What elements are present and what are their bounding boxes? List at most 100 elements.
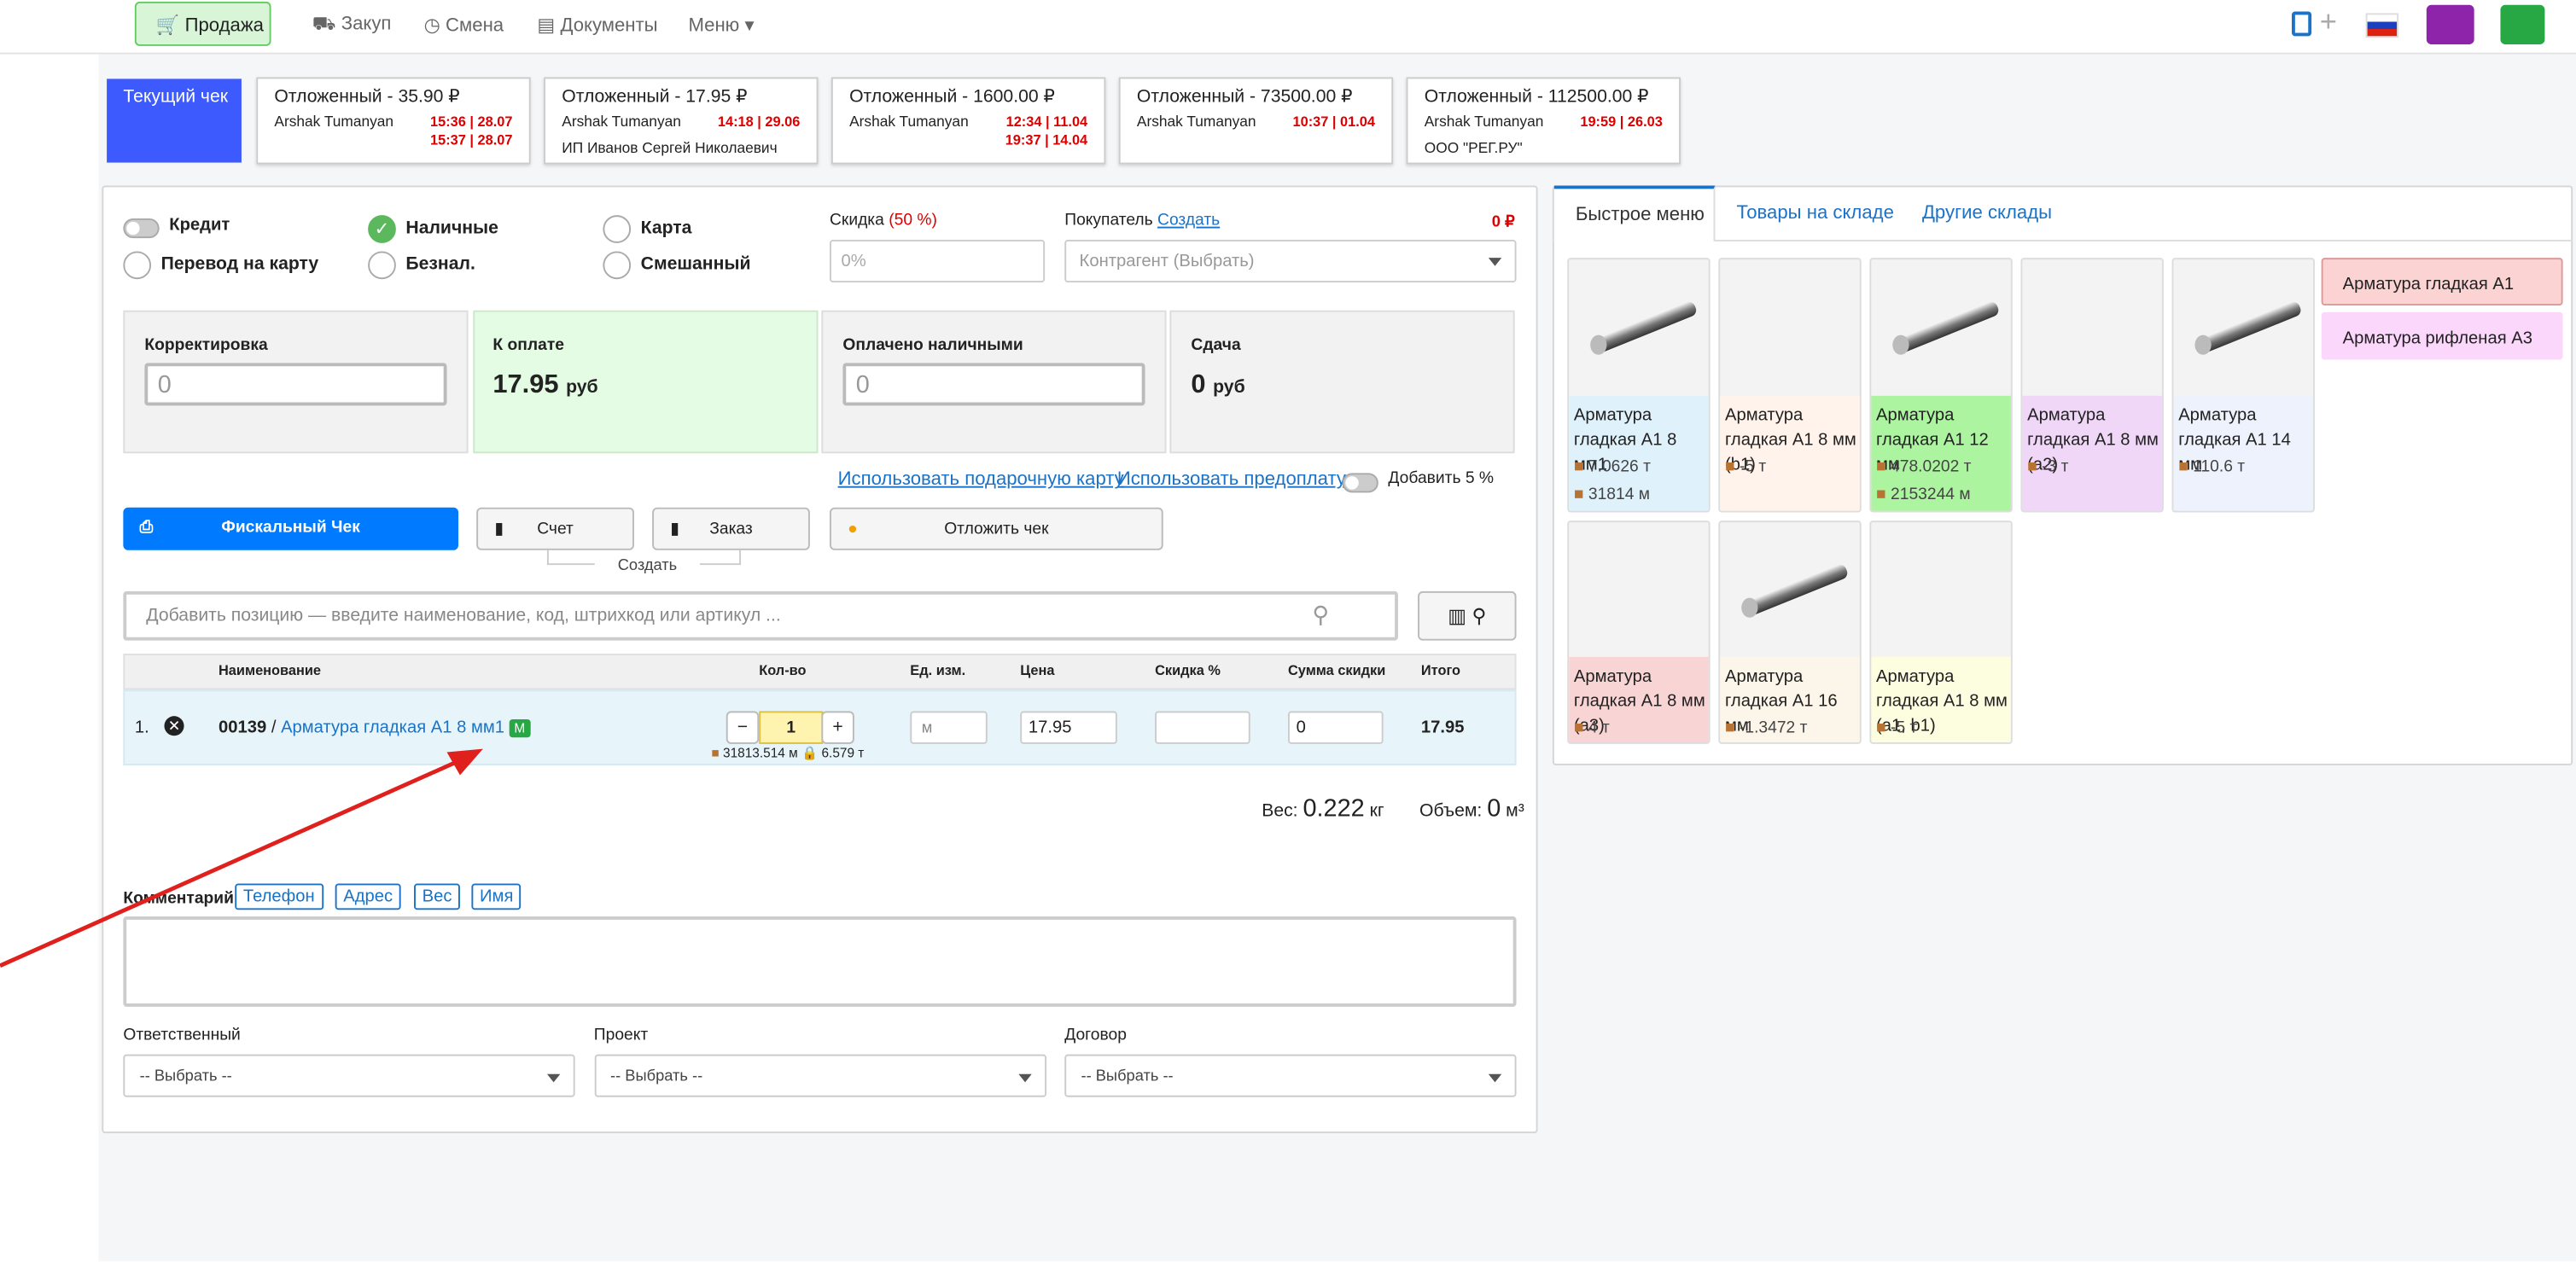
user-btn[interactable]	[2500, 4, 2545, 44]
check-user: Arshak Tumanyan	[274, 113, 394, 131]
check-time: 15:36 | 28.07	[430, 113, 513, 131]
nav-label: Смена	[446, 16, 504, 37]
gift-link[interactable]: Использовать подарочную карту	[837, 469, 1124, 490]
nav-purchase[interactable]: ⛟ Закуп	[312, 15, 392, 35]
credit-toggle[interactable]	[123, 218, 160, 239]
discount-sum-input[interactable]: 0	[1287, 711, 1384, 744]
category[interactable]: Арматура рифленая А3	[2321, 311, 2563, 360]
radio[interactable]	[123, 251, 152, 280]
volume: Объем: 0 м³	[1419, 795, 1524, 823]
comment-tag[interactable]: Адрес	[335, 883, 401, 910]
product-link[interactable]: Арматура гладкая А1 8 мм1	[281, 718, 505, 738]
buyer-create[interactable]: Создать	[1157, 212, 1221, 230]
pay-option: Смешанный	[640, 254, 751, 275]
row-total: 17.95	[1420, 718, 1465, 738]
calc-icon[interactable]	[2292, 11, 2312, 37]
product-stock: ■ 4 т	[1574, 719, 1610, 737]
stock-value: -5 т	[1891, 719, 1918, 738]
table-header	[123, 654, 1517, 690]
table-header-cell: Скидка %	[1155, 661, 1221, 678]
order-btn[interactable]: ▮ Заказ	[652, 507, 810, 550]
comment-tag[interactable]: Телефон	[235, 883, 323, 910]
current-check[interactable]: Текущий чек	[107, 79, 242, 163]
qty-minus[interactable]: −	[726, 711, 760, 744]
product-info: Арматура гладкая А1 14 мм ■ 110.6 т	[2173, 395, 2314, 511]
remove-btn[interactable]: ✕	[164, 716, 184, 736]
stock-value: 110.6 т	[2193, 458, 2246, 477]
label: Оплачено наличными	[842, 336, 1023, 355]
price-input[interactable]: 17.95	[1020, 711, 1117, 744]
category[interactable]: Арматура гладкая А1	[2321, 258, 2563, 306]
nav-label: Продажа	[184, 16, 264, 37]
row-name: 00139 / Арматура гладкая А1 8 мм1 М	[219, 718, 531, 738]
nav-sale[interactable]: 🛒 Продажа	[134, 1, 271, 46]
correction-input[interactable]: 0	[144, 363, 447, 406]
add5-toggle[interactable]	[1342, 473, 1378, 493]
product-name: Арматура гладкая А1 8 мм (а3)	[1573, 666, 1705, 736]
select-label: Договор	[1064, 1026, 1127, 1045]
product-stock: ■ 2153244 м	[1876, 486, 1971, 504]
qty-plus[interactable]: +	[821, 711, 854, 744]
product-name: Арматура гладкая А1 14 мм	[2178, 405, 2291, 475]
product-card[interactable]: Арматура гладкая А1 8 мм1 ■ 7.0626 т ■ 318…	[1567, 258, 1711, 513]
radio[interactable]	[368, 251, 396, 280]
search-input[interactable]: Добавить позицию — введите наименование,…	[123, 590, 1398, 641]
stock-icon: ■	[1876, 719, 1886, 738]
label: Сдача	[1191, 336, 1241, 355]
nav-shift[interactable]: ◷ Смена	[423, 16, 504, 37]
stock-value: 2153244 м	[1891, 486, 1971, 504]
comment-tag[interactable]: Имя	[471, 883, 522, 910]
defer-btn[interactable]: ● Отложить чек	[829, 507, 1163, 550]
deferred-check[interactable]	[1118, 77, 1394, 165]
check-title: Отложенный - 17.95 ₽	[562, 87, 748, 108]
deferred-check[interactable]	[544, 77, 819, 165]
deferred-check[interactable]	[1406, 77, 1681, 165]
plus-icon[interactable]: +	[2319, 4, 2337, 38]
product-card[interactable]: Арматура гладкая А1 14 мм ■ 110.6 т	[2171, 258, 2315, 513]
tab-active[interactable]: Быстрое меню	[1553, 185, 1716, 241]
table-header-cell: Наименование	[218, 661, 322, 678]
paid-input[interactable]: 0	[842, 363, 1145, 406]
nav-menu[interactable]: Меню ▾	[688, 16, 755, 37]
fiscal-btn[interactable]: ⎙ Фискальный Чек	[123, 507, 459, 550]
product-card[interactable]: Арматура гладкая А1 12 мм ■ 478.0202 т ■ 2…	[1869, 258, 2013, 513]
flag-ru[interactable]	[2365, 13, 2399, 38]
store-btn[interactable]	[2426, 4, 2474, 44]
product-image	[2175, 259, 2313, 394]
radio[interactable]	[603, 215, 632, 243]
discount-input[interactable]: 0%	[829, 240, 1046, 283]
product-stock: ■ -3 т	[2027, 458, 2068, 476]
buyer-label: Покупатель Создать	[1064, 212, 1220, 230]
caret	[1017, 1073, 1031, 1083]
check-title: Отложенный - 1600.00 ₽	[849, 87, 1056, 108]
qty-input[interactable]: 1	[759, 711, 824, 744]
unit: руб	[566, 377, 598, 398]
tab[interactable]: Другие склады	[1921, 203, 2053, 224]
comment-textarea[interactable]	[123, 916, 1517, 1007]
deferred-check[interactable]	[256, 77, 531, 165]
product-name: Арматура гладкая А1 12 мм	[1876, 405, 1989, 475]
radio[interactable]	[603, 251, 632, 280]
select[interactable]: -- Выбрать --	[1064, 1054, 1517, 1097]
invoice-btn[interactable]: ▮ Счет	[476, 507, 634, 550]
deferred-check[interactable]	[830, 77, 1106, 165]
prepay-link[interactable]: Использовать предоплату	[1116, 469, 1346, 490]
buyer-select[interactable]: Контрагент (Выбрать)	[1064, 240, 1517, 283]
select[interactable]: -- Выбрать --	[593, 1054, 1046, 1097]
tab[interactable]: Товары на складе	[1736, 203, 1894, 224]
product-card[interactable]: Арматура гладкая А1 8 мм (b1) ■ -5 т	[1718, 258, 1862, 513]
product-card[interactable]: Арматура гладкая А1 8 мм (a1, b1) ■ -5 т	[1869, 521, 2013, 744]
barcode-btn[interactable]: ▥ ⚲	[1418, 590, 1517, 641]
nav-docs[interactable]: ▤ Документы	[537, 16, 658, 37]
product-info: Арматура гладкая А1 16 мм ■ -1.3472 т	[1720, 656, 1860, 742]
product-card[interactable]: Арматура гладкая А1 16 мм ■ -1.3472 т	[1718, 521, 1862, 744]
select[interactable]: -- Выбрать --	[123, 1054, 575, 1097]
comment-tag[interactable]: Вес	[414, 883, 461, 910]
product-card[interactable]: Арматура гладкая А1 8 мм (а3) ■ 4 т	[1567, 521, 1711, 744]
radio-checked[interactable]: ✓	[368, 215, 396, 243]
unit-input[interactable]: м	[910, 711, 988, 744]
check-time: 12:34 | 11.04	[1005, 113, 1088, 131]
product-card[interactable]: Арматура гладкая А1 8 мм (a2) ■ -3 т	[2020, 258, 2164, 513]
check-user: Arshak Tumanyan	[562, 113, 681, 131]
discount-pct-input[interactable]	[1155, 711, 1250, 744]
